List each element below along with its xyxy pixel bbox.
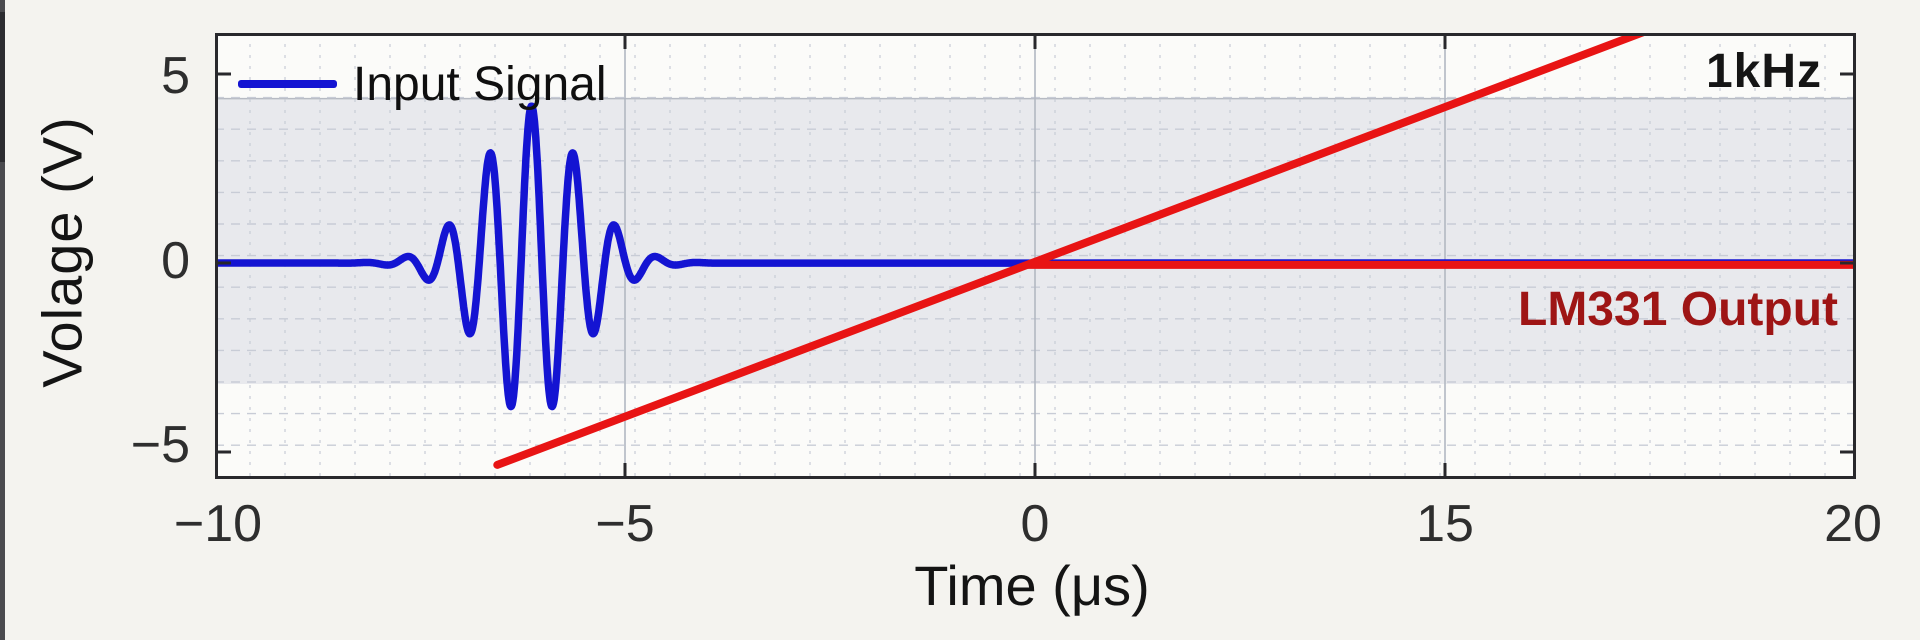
y-tick-label-neg5: −5: [130, 416, 190, 474]
x-axis-title: Time (μs): [914, 554, 1150, 617]
legend-line-swatch: [238, 80, 337, 88]
x-tick-label-neg5: −5: [595, 495, 655, 553]
annotation-lm331-output: LM331 Output: [1518, 283, 1838, 336]
legend: Input Signal: [238, 57, 607, 111]
annotation-frequency: 1kHz: [1705, 45, 1822, 98]
y-tick-label-5: 5: [161, 47, 190, 105]
x-tick-label-15: 15: [1416, 495, 1474, 553]
photo-edge-artifact: [0, 0, 5, 640]
x-tick-label-0: 0: [1020, 495, 1050, 553]
legend-entry-input-signal: Input Signal: [353, 57, 607, 111]
photo-edge-artifact-dark: [0, 12, 5, 162]
x-tick-label-neg10: −10: [173, 495, 263, 553]
x-tick-label-20: 20: [1824, 495, 1882, 553]
y-tick-label-0: 0: [161, 232, 190, 290]
plot-area: [215, 33, 1856, 479]
